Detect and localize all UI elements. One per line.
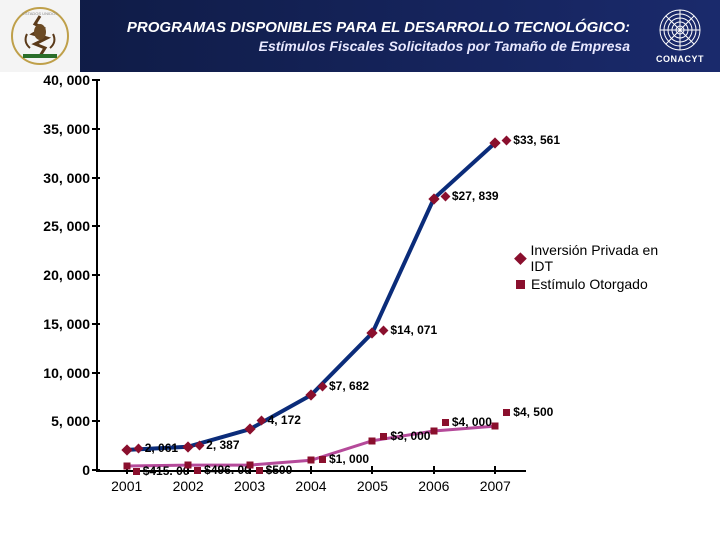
series-line	[127, 143, 496, 450]
x-tick-label: 2001	[111, 478, 142, 494]
square-icon	[442, 419, 449, 426]
conacyt-label: CONACYT	[656, 54, 704, 64]
y-tick-label: 35, 000	[43, 121, 90, 137]
square-icon	[194, 467, 201, 474]
data-label: $4, 500	[503, 405, 553, 419]
data-marker	[430, 428, 437, 435]
mexican-seal: ESTADOS UNIDOS	[0, 0, 80, 72]
chart-area: 0 5, 000 10, 000 15, 000 20, 000 25, 000 30, 0…	[36, 80, 676, 530]
data-marker	[492, 423, 499, 430]
square-icon	[503, 409, 510, 416]
data-label: $500	[256, 463, 293, 477]
data-marker	[308, 457, 315, 464]
y-tick-label: 10, 000	[43, 365, 90, 381]
line-layer	[96, 80, 526, 470]
conacyt-logo: CONACYT	[640, 0, 720, 72]
data-marker	[246, 462, 253, 469]
legend-label: Inversión Privada en IDT	[531, 242, 677, 274]
x-tick-label: 2004	[295, 478, 326, 494]
square-icon	[380, 433, 387, 440]
data-marker	[185, 462, 192, 469]
data-label: $3, 000	[380, 429, 430, 443]
square-icon	[319, 456, 326, 463]
data-label-text: $4, 000	[452, 415, 492, 429]
diamond-icon	[318, 382, 328, 392]
data-label: 4, 172	[258, 413, 301, 427]
x-tick-label: 2003	[234, 478, 265, 494]
data-marker	[123, 462, 130, 469]
data-label-text: 2, 061	[145, 441, 178, 455]
eagle-seal-icon: ESTADOS UNIDOS	[5, 4, 75, 68]
data-label: $14, 071	[380, 323, 437, 337]
data-label-text: $415. 00	[143, 464, 190, 478]
x-tick-label: 2002	[173, 478, 204, 494]
legend-swatch-square-icon	[516, 280, 525, 289]
data-label-text: 4, 172	[268, 413, 301, 427]
y-tick-label: 5, 000	[51, 413, 90, 429]
diamond-icon	[502, 135, 512, 145]
data-label: $496. 00	[194, 463, 251, 477]
legend-swatch-diamond-icon	[514, 252, 526, 264]
y-tick-label: 0	[82, 462, 90, 478]
title-line-2: Estímulos Fiscales Solicitados por Tamañ…	[90, 38, 630, 54]
data-label-text: $27, 839	[452, 189, 499, 203]
data-label: $7, 682	[319, 379, 369, 393]
square-icon	[133, 468, 140, 475]
diamond-icon	[440, 191, 450, 201]
x-tick-label: 2005	[357, 478, 388, 494]
conacyt-icon	[658, 8, 702, 52]
data-label: $27, 839	[442, 189, 499, 203]
legend: Inversión Privada en IDT Estímulo Otorgad…	[516, 240, 676, 294]
y-tick-label: 30, 000	[43, 170, 90, 186]
data-label: 2, 387	[196, 438, 239, 452]
plot-area: 05, 00010, 00015, 00020, 00025, 00030, 0…	[96, 80, 526, 470]
diamond-icon	[133, 443, 143, 453]
data-label-text: $7, 682	[329, 379, 369, 393]
legend-label: Estímulo Otorgado	[531, 276, 648, 292]
data-label: $1, 000	[319, 452, 369, 466]
y-tick-label: 20, 000	[43, 267, 90, 283]
data-label: $415. 00	[133, 464, 190, 478]
y-tick-label: 40, 000	[43, 72, 90, 88]
data-label-text: $3, 000	[390, 429, 430, 443]
data-label: $33, 561	[503, 133, 560, 147]
svg-text:ESTADOS UNIDOS: ESTADOS UNIDOS	[22, 11, 58, 16]
legend-item: Estímulo Otorgado	[516, 276, 676, 292]
data-label-text: $1, 000	[329, 452, 369, 466]
data-label-text: $14, 071	[390, 323, 437, 337]
data-label-text: 2, 387	[206, 438, 239, 452]
data-label: $4, 000	[442, 415, 492, 429]
data-marker	[369, 437, 376, 444]
legend-item: Inversión Privada en IDT	[516, 242, 676, 274]
x-tick-label: 2006	[418, 478, 449, 494]
diamond-icon	[379, 325, 389, 335]
square-icon	[256, 467, 263, 474]
x-tick-label: 2007	[480, 478, 511, 494]
header: ESTADOS UNIDOS PROGRAMAS DISPONIBLES PAR…	[0, 0, 720, 72]
data-label: 2, 061	[135, 441, 178, 455]
data-label-text: $496. 00	[204, 463, 251, 477]
diamond-icon	[195, 440, 205, 450]
y-tick-label: 25, 000	[43, 218, 90, 234]
header-title: PROGRAMAS DISPONIBLES PARA EL DESARROLLO…	[80, 15, 640, 58]
title-line-1: PROGRAMAS DISPONIBLES PARA EL DESARROLLO…	[90, 19, 630, 36]
data-label-text: $500	[266, 463, 293, 477]
y-tick-label: 15, 000	[43, 316, 90, 332]
diamond-icon	[256, 416, 266, 426]
data-label-text: $33, 561	[513, 133, 560, 147]
data-label-text: $4, 500	[513, 405, 553, 419]
